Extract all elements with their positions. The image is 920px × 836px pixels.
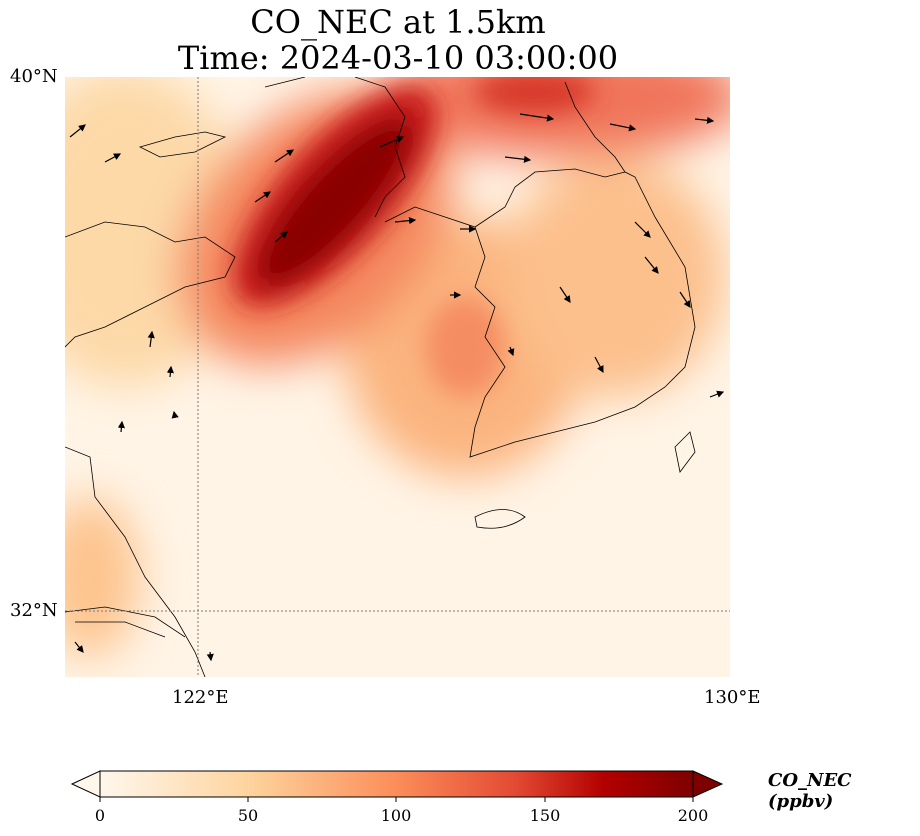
colorbar-tick-150: 150	[529, 806, 561, 825]
colorbar	[70, 770, 724, 802]
colorbar-tick-100: 100	[380, 806, 412, 825]
colorbar-tick-200: 200	[677, 806, 709, 825]
plot-title-line2: Time: 2024-03-10 03:00:00	[177, 39, 619, 77]
colorbar-max-extend	[692, 770, 724, 798]
wind-vectors	[69, 113, 725, 662]
concentration-map	[65, 77, 730, 677]
lat-tick-40n: 40°N	[10, 66, 58, 87]
lon-tick-122e: 122°E	[172, 687, 229, 708]
colorbar-tick-0: 0	[94, 806, 106, 825]
colorbar-label: CO_NEC (ppbv)	[768, 770, 852, 812]
colorbar-min-extend	[70, 770, 101, 798]
gridlines	[65, 77, 730, 677]
lon-tick-130e: 130°E	[704, 687, 761, 708]
concentration-field	[65, 77, 730, 677]
lat-tick-32n: 32°N	[10, 600, 58, 621]
coastlines	[65, 77, 696, 677]
colorbar-gradient	[99, 770, 694, 798]
colorbar-tick-50: 50	[237, 806, 259, 825]
plot-title-line1: CO_NEC at 1.5km	[250, 3, 546, 41]
